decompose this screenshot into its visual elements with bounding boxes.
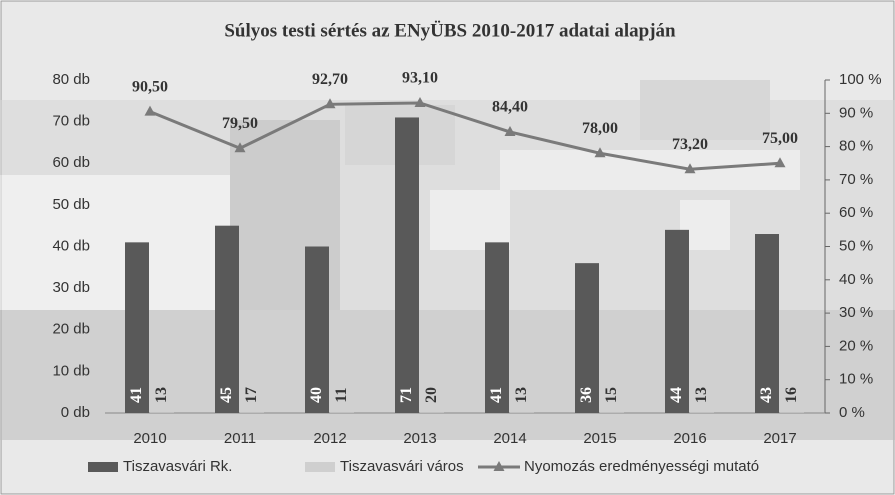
legend-label: Tiszavasvári Rk. [123,458,232,475]
y2-tick-label: 0 % [839,404,865,421]
x-tick-label: 2011 [224,430,256,447]
bar-value-label: 17 [243,387,260,403]
y2-tick-label: 100 % [839,71,882,88]
legend-swatch [305,462,335,472]
y2-tick-label: 30 % [839,304,873,321]
x-tick-label: 2014 [493,430,526,447]
bar-value-label: 44 [668,387,685,403]
y2-tick-label: 50 % [839,237,873,254]
line-value-label: 92,70 [312,71,348,88]
y-tick-label: 40 db [52,237,90,254]
x-tick-label: 2012 [313,430,346,447]
bar-value-label: 71 [398,387,415,403]
line-value-label: 93,10 [402,70,438,87]
bar-value-label: 16 [783,387,800,403]
y2-tick-label: 10 % [839,371,873,388]
y-tick-label: 70 db [52,113,90,130]
bar-value-label: 13 [693,387,710,403]
x-tick-label: 2017 [763,430,796,447]
y-tick-label: 20 db [52,321,90,338]
y2-tick-label: 40 % [839,271,873,288]
bar-value-label: 43 [758,387,775,403]
bar [150,359,174,413]
bar [510,359,534,413]
bar-value-label: 45 [218,387,235,403]
legend-label: Nyomozás eredményességi mutató [524,458,759,475]
bar-value-label: 15 [603,387,620,403]
page: {"chart_data": {"type": "bar-line", "tit… [0,0,895,495]
bar-value-label: 11 [333,387,350,402]
line-value-label: 73,20 [672,136,708,153]
x-tick-label: 2013 [403,430,436,447]
x-tick-label: 2016 [673,430,706,447]
y-tick-label: 0 db [61,404,90,421]
chart: Súlyos testi sértés az ENyÜBS 2010-2017 … [0,0,895,495]
line-value-label: 75,00 [762,130,798,147]
bar-value-label: 13 [513,387,530,403]
y-tick-label: 10 db [52,362,90,379]
bar-value-label: 20 [423,387,440,403]
y-tick-label: 60 db [52,154,90,171]
chart-title: Súlyos testi sértés az ENyÜBS 2010-2017 … [224,20,676,41]
bar [690,359,714,413]
x-tick-label: 2015 [583,430,616,447]
line-value-label: 78,00 [582,120,618,137]
y2-tick-label: 70 % [839,171,873,188]
bar-value-label: 40 [308,387,325,403]
x-tick-label: 2010 [133,430,166,447]
bar-value-label: 41 [128,387,145,403]
y-tick-label: 80 db [52,71,90,88]
y2-tick-label: 80 % [839,138,873,155]
bar [215,226,239,413]
line-value-label: 90,50 [132,78,168,95]
line-value-label: 79,50 [222,115,258,132]
bar-value-label: 41 [488,387,505,403]
bar [755,234,779,413]
legend-label: Tiszavasvári város [340,458,464,475]
bar-value-label: 13 [153,387,170,403]
bar [395,117,419,413]
line-value-label: 84,40 [492,99,528,116]
legend-swatch [88,462,118,472]
y2-tick-label: 90 % [839,104,873,121]
bar-value-label: 36 [578,387,595,403]
y-tick-label: 50 db [52,196,90,213]
y-tick-label: 30 db [52,279,90,296]
y2-tick-label: 60 % [839,204,873,221]
bar [665,230,689,413]
y2-tick-label: 20 % [839,337,873,354]
